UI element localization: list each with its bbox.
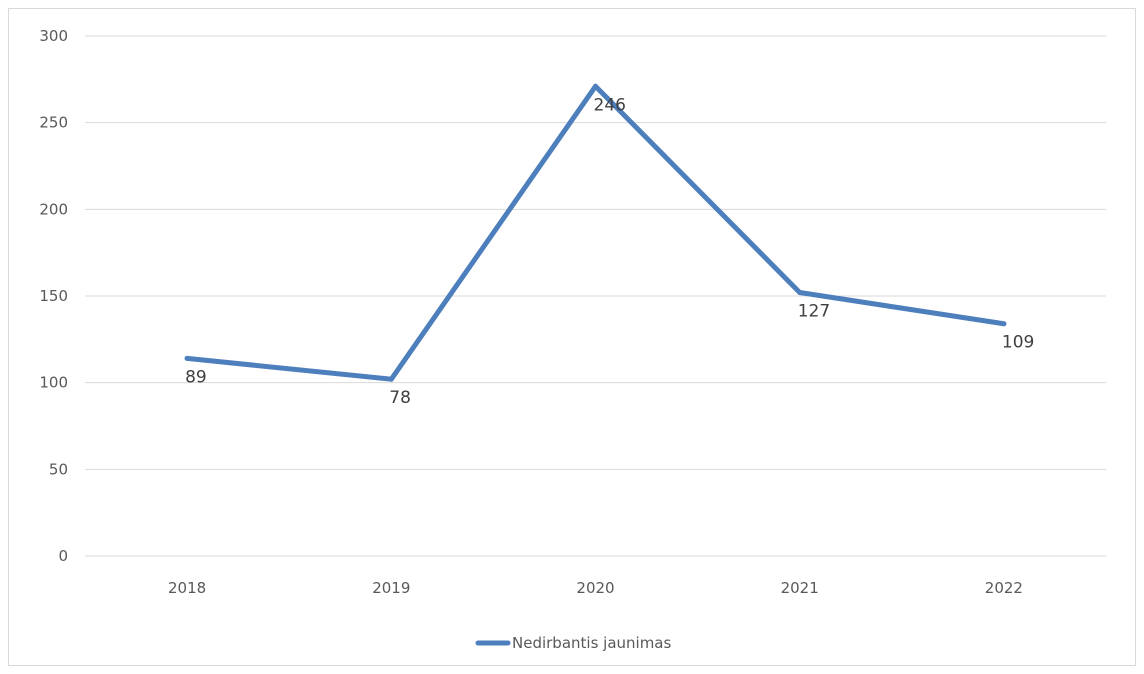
data-label: 246: [594, 95, 626, 115]
data-point: [1001, 321, 1007, 327]
legend-label: Nedirbantis jaunimas: [512, 634, 672, 652]
y-tick-label: 250: [39, 114, 68, 132]
y-tick-label: 300: [39, 27, 68, 45]
data-label: 109: [1002, 333, 1034, 353]
y-tick-label: 50: [49, 460, 68, 478]
data-point: [797, 290, 803, 296]
data-point: [388, 376, 394, 382]
y-tick-label: 200: [39, 200, 68, 218]
x-tick-label: 2022: [985, 579, 1023, 597]
x-tick-label: 2019: [372, 579, 410, 597]
y-tick-label: 150: [39, 287, 68, 305]
data-label: 89: [185, 367, 207, 387]
x-tick-label: 2018: [168, 579, 206, 597]
data-point: [184, 355, 190, 361]
x-tick-label: 2021: [781, 579, 819, 597]
y-tick-label: 100: [39, 374, 68, 392]
data-point: [593, 83, 598, 89]
y-tick-label: 0: [58, 547, 68, 565]
series-line: [184, 83, 1007, 382]
data-label: 78: [389, 388, 411, 408]
data-label: 127: [798, 302, 830, 322]
x-tick-label: 2020: [576, 579, 614, 597]
